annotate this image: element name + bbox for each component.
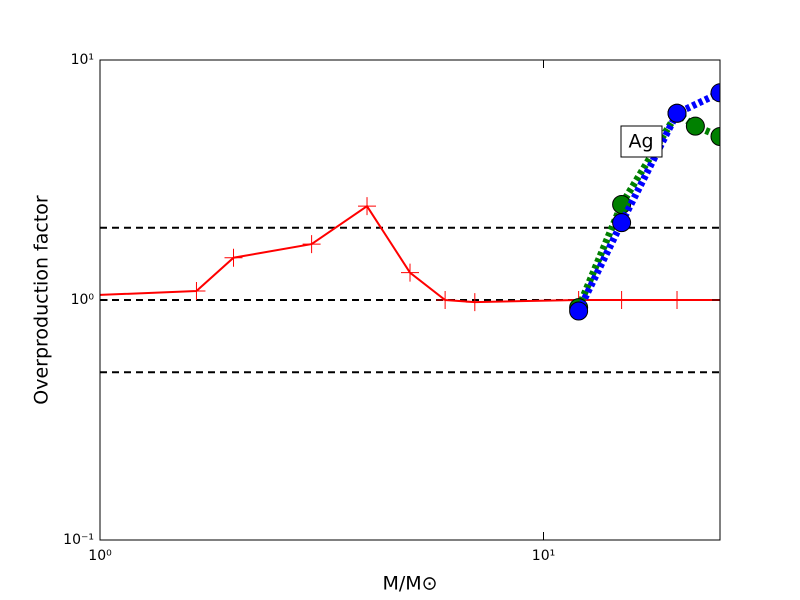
- series-line: [575, 89, 720, 313]
- y-axis-label: Overproduction factor: [31, 195, 53, 405]
- point: [100, 285, 109, 304]
- point: [685, 116, 705, 136]
- point: [668, 291, 687, 309]
- point: [667, 103, 687, 123]
- point: [710, 127, 720, 146]
- point: [187, 282, 206, 301]
- y-tick-label: 10¹: [71, 52, 94, 68]
- x-tick-label: 10¹: [532, 548, 555, 564]
- point: [569, 301, 589, 321]
- point: [302, 235, 321, 254]
- point: [465, 293, 484, 312]
- y-tick-label: 10⁰: [71, 292, 95, 308]
- point: [612, 213, 632, 233]
- x-axis-label: M/M⊙: [382, 573, 437, 595]
- point: [612, 194, 632, 214]
- point: [710, 83, 720, 103]
- annotation-box: [620, 125, 663, 158]
- point: [401, 263, 419, 282]
- series-line: [100, 204, 720, 304]
- point: [224, 248, 243, 267]
- annotation: Ag: [628, 131, 653, 153]
- point: [358, 197, 377, 216]
- x-tick-label: 10⁰: [88, 548, 112, 564]
- point: [436, 291, 455, 309]
- y-tick-label: 10⁻¹: [63, 532, 94, 548]
- plot-area: [100, 83, 720, 374]
- point: [612, 291, 631, 309]
